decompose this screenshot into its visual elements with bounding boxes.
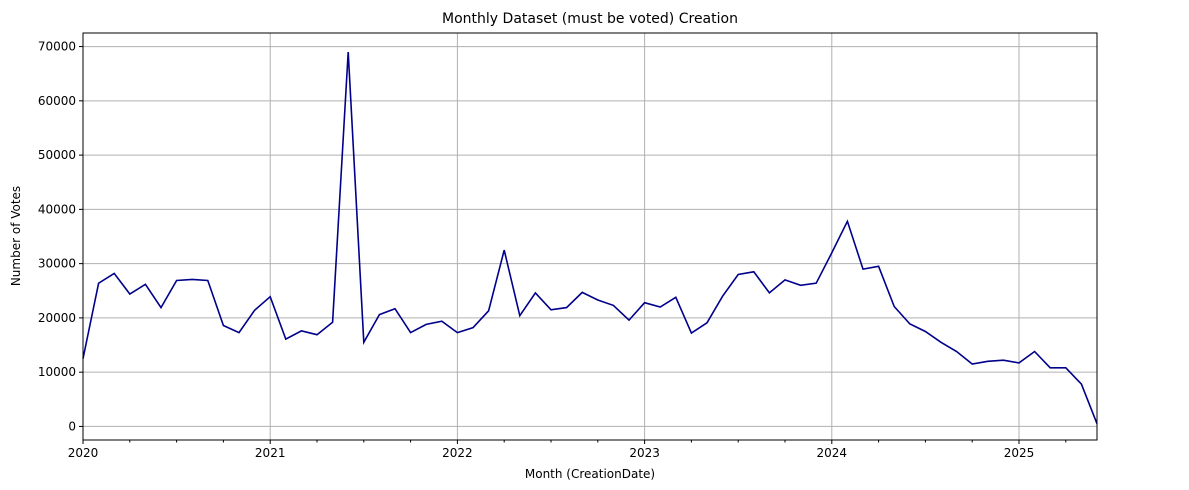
x-gridlines xyxy=(82,33,1020,440)
x-tick-label: 2023 xyxy=(629,446,660,460)
votes-series-line xyxy=(82,51,1098,424)
x-axis-ticks: 2020 2021 2022 2023 2024 2025 xyxy=(68,440,1067,460)
x-tick-label: 2025 xyxy=(1004,446,1035,460)
y-tick-label: 10000 xyxy=(38,365,76,379)
x-tick-label: 2020 xyxy=(68,446,99,460)
y-tick-label: 40000 xyxy=(38,202,76,216)
y-gridlines xyxy=(83,46,1097,427)
x-tick-label: 2021 xyxy=(255,446,286,460)
y-tick-label: 60000 xyxy=(38,94,76,108)
x-tick-label: 2024 xyxy=(817,446,848,460)
y-tick-label: 0 xyxy=(68,419,76,433)
y-tick-label: 70000 xyxy=(38,40,76,54)
x-tick-label: 2022 xyxy=(442,446,473,460)
chart-title: Monthly Dataset (must be voted) Creation xyxy=(442,11,738,27)
x-axis-label: Month (CreationDate) xyxy=(525,467,655,481)
plot-frame xyxy=(82,32,1098,441)
y-tick-label: 30000 xyxy=(38,257,76,271)
y-tick-label: 50000 xyxy=(38,148,76,162)
y-tick-label: 20000 xyxy=(38,311,76,325)
y-axis-ticks: 0 10000 20000 30000 40000 50000 60000 70000 xyxy=(38,40,83,433)
y-axis-label: Number of Votes xyxy=(9,186,23,286)
